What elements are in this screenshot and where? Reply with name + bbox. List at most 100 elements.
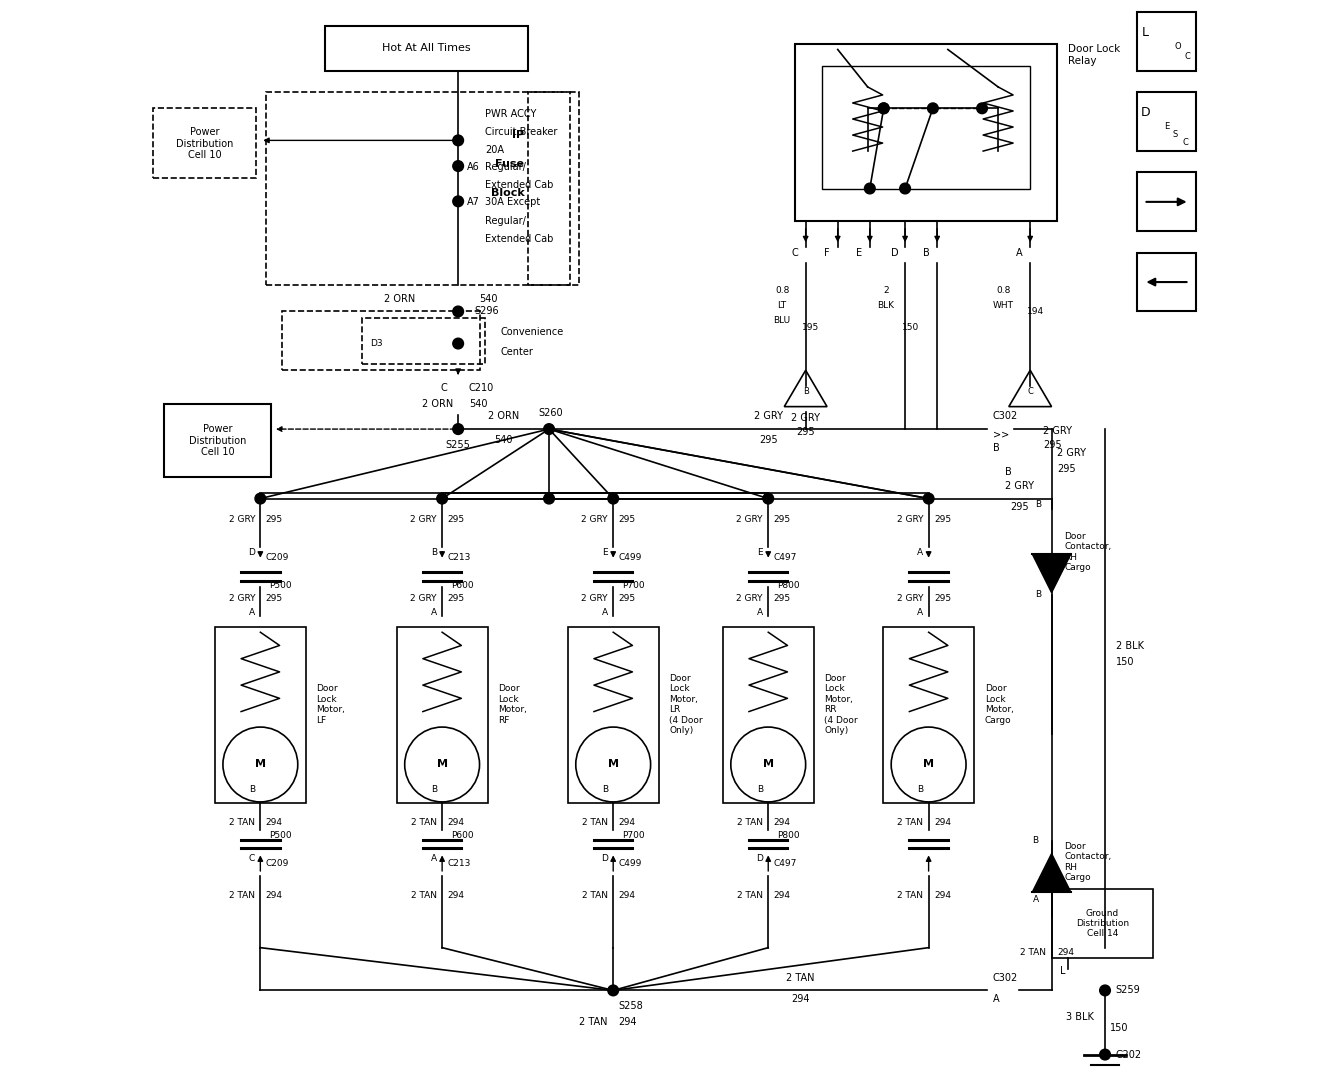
- Text: A: A: [917, 609, 923, 617]
- Text: 2 TAN: 2 TAN: [737, 818, 763, 828]
- Text: A6: A6: [466, 162, 480, 173]
- Text: 294: 294: [618, 1017, 637, 1027]
- Text: Circuit Breaker: Circuit Breaker: [485, 126, 558, 137]
- Text: 2 GRY: 2 GRY: [754, 412, 782, 421]
- Text: F: F: [824, 248, 829, 257]
- Text: D: D: [757, 854, 763, 863]
- Circle shape: [453, 423, 464, 434]
- Bar: [1137, 12, 1196, 71]
- Text: L: L: [1142, 26, 1149, 40]
- Circle shape: [1099, 985, 1110, 996]
- Text: D3: D3: [371, 339, 383, 348]
- Text: P500: P500: [269, 831, 292, 839]
- Text: P800: P800: [777, 581, 800, 590]
- Text: Ground
Distribution
Cell 14: Ground Distribution Cell 14: [1075, 909, 1129, 938]
- Text: 2 ORN: 2 ORN: [384, 294, 415, 303]
- Text: A: A: [430, 609, 437, 617]
- Text: C: C: [249, 854, 255, 863]
- Text: 294: 294: [448, 818, 465, 828]
- Text: C: C: [441, 384, 448, 393]
- Text: 295: 295: [934, 594, 952, 602]
- Text: 195: 195: [802, 323, 820, 332]
- Text: Block: Block: [491, 188, 524, 197]
- Text: 194: 194: [1027, 307, 1044, 316]
- Text: B: B: [923, 248, 930, 257]
- Text: 2 TAN: 2 TAN: [898, 891, 923, 899]
- Text: Hot At All Times: Hot At All Times: [382, 44, 470, 54]
- Text: B: B: [430, 548, 437, 556]
- Bar: [723, 627, 813, 803]
- Text: S260: S260: [539, 408, 563, 418]
- Text: 2 GRY: 2 GRY: [792, 414, 820, 423]
- Text: S259: S259: [1116, 985, 1141, 996]
- Bar: [794, 44, 1056, 221]
- Text: 2 GRY: 2 GRY: [582, 594, 607, 602]
- Circle shape: [1099, 1049, 1110, 1060]
- Text: 2 TAN: 2 TAN: [582, 891, 607, 899]
- Text: P600: P600: [450, 581, 473, 590]
- Circle shape: [544, 423, 554, 434]
- Text: LT: LT: [778, 300, 786, 310]
- Text: 2 GRY: 2 GRY: [582, 516, 607, 524]
- Text: 295: 295: [618, 594, 636, 602]
- Text: 2 TAN: 2 TAN: [228, 818, 255, 828]
- Text: 2 TAN: 2 TAN: [786, 972, 814, 983]
- Text: Door
Contactor,
RH
Cargo: Door Contactor, RH Cargo: [1064, 842, 1111, 882]
- Bar: [396, 627, 488, 803]
- Text: B: B: [1005, 466, 1012, 477]
- Text: 2 GRY: 2 GRY: [896, 594, 923, 602]
- Text: C209: C209: [266, 859, 289, 867]
- Text: L: L: [1060, 966, 1066, 977]
- Text: 150: 150: [902, 323, 919, 332]
- Text: Door
Lock
Motor,
LF: Door Lock Motor, LF: [316, 684, 345, 725]
- Text: S258: S258: [618, 1001, 644, 1012]
- Text: 540: 540: [469, 400, 488, 410]
- Text: O: O: [1175, 42, 1181, 50]
- Text: B: B: [757, 785, 763, 794]
- Circle shape: [453, 161, 464, 172]
- Circle shape: [405, 727, 480, 802]
- Text: P500: P500: [269, 581, 292, 590]
- Text: B: B: [1032, 836, 1039, 845]
- Text: 2 TAN: 2 TAN: [411, 891, 437, 899]
- Text: C: C: [792, 248, 798, 257]
- Text: 540: 540: [480, 294, 499, 303]
- Text: BLU: BLU: [774, 315, 790, 325]
- Text: C: C: [1184, 51, 1189, 61]
- Text: C209: C209: [266, 553, 289, 562]
- Text: 2 TAN: 2 TAN: [579, 1017, 607, 1027]
- Text: E: E: [856, 248, 863, 257]
- Text: C499: C499: [618, 859, 642, 867]
- Text: 294: 294: [774, 891, 790, 899]
- Text: 150: 150: [1110, 1023, 1129, 1032]
- Text: M: M: [763, 759, 774, 770]
- Bar: [528, 92, 579, 285]
- Text: D: D: [249, 548, 255, 556]
- Text: 294: 294: [618, 818, 636, 828]
- Text: B: B: [249, 785, 255, 794]
- Text: Door
Lock
Motor,
RF: Door Lock Motor, RF: [499, 684, 527, 725]
- Text: 540: 540: [495, 435, 513, 445]
- Text: B: B: [602, 785, 607, 794]
- Circle shape: [607, 493, 618, 504]
- Text: G202: G202: [1116, 1049, 1142, 1059]
- Text: 2 TAN: 2 TAN: [1020, 949, 1046, 957]
- Bar: [324, 26, 528, 71]
- Text: A: A: [1016, 248, 1023, 257]
- Text: 2 GRY: 2 GRY: [737, 516, 763, 524]
- Text: 2 GRY: 2 GRY: [410, 594, 437, 602]
- Text: P600: P600: [450, 831, 473, 839]
- Bar: [821, 65, 1031, 189]
- Text: 2 BLK: 2 BLK: [1116, 641, 1144, 651]
- Text: 295: 295: [774, 594, 790, 602]
- Text: 294: 294: [266, 891, 282, 899]
- Circle shape: [453, 196, 464, 207]
- Text: A: A: [757, 609, 763, 617]
- Bar: [1051, 889, 1153, 958]
- Text: 20A: 20A: [485, 145, 504, 155]
- Bar: [883, 627, 974, 803]
- Text: M: M: [923, 759, 934, 770]
- Text: 2 GRY: 2 GRY: [1005, 480, 1034, 491]
- Text: 294: 294: [792, 994, 809, 1004]
- Text: B: B: [1035, 501, 1040, 509]
